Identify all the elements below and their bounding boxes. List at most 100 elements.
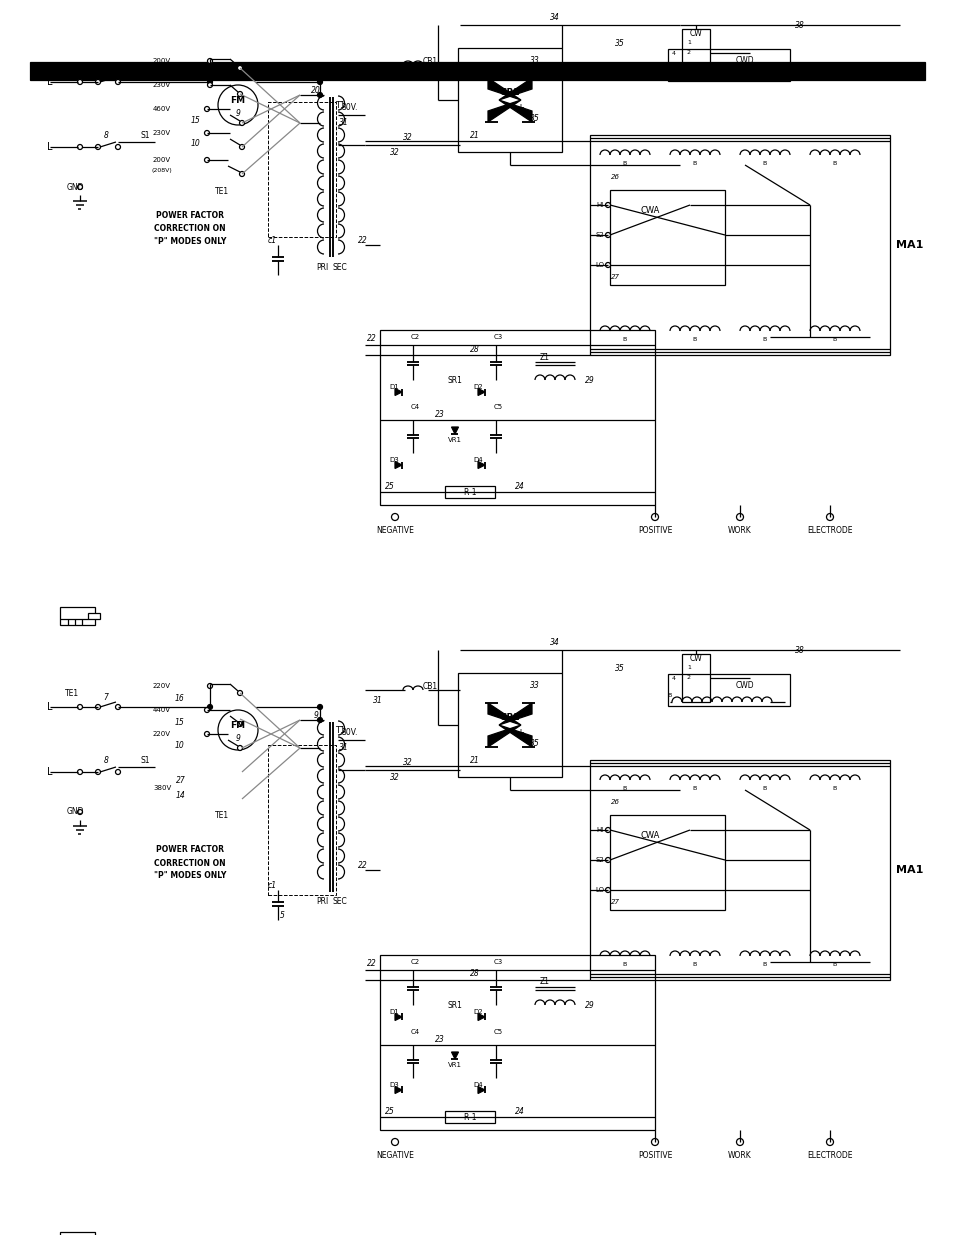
Text: WORK: WORK [727,1151,751,1160]
Polygon shape [395,389,401,395]
Text: 21: 21 [470,756,479,764]
Text: 32: 32 [403,132,413,142]
Text: 8: 8 [104,756,109,764]
Text: R 1: R 1 [463,488,476,496]
Text: CWD: CWD [735,680,754,689]
Text: 1: 1 [686,40,690,44]
Text: C4: C4 [410,1029,419,1035]
Text: 35: 35 [615,38,624,47]
Text: CW: CW [689,653,701,662]
Text: C4: C4 [410,404,419,410]
Text: NEGATIVE: NEGATIVE [375,1151,414,1160]
Text: CWD: CWD [735,56,754,64]
Circle shape [115,79,120,84]
Text: 31: 31 [338,742,349,752]
Text: 26: 26 [610,174,618,180]
Text: SR1: SR1 [447,1000,462,1009]
Text: TE1: TE1 [214,811,229,820]
Text: c1: c1 [267,236,276,245]
Text: S2: S2 [595,232,604,238]
Text: 15: 15 [191,116,201,125]
Circle shape [651,514,658,520]
Text: 29: 29 [584,1000,595,1009]
Text: 7: 7 [104,693,109,701]
Text: B: B [622,336,626,342]
Text: 27: 27 [176,776,186,784]
Bar [444,1112,495,1123]
Text: B: B [832,161,836,165]
Text: GND: GND [66,183,84,191]
Circle shape [237,721,242,726]
Text: 7: 7 [104,68,109,77]
Text: 29: 29 [584,375,595,384]
Text: 34: 34 [550,637,559,646]
Text: C5: C5 [493,404,502,410]
Text: B: B [762,785,766,790]
Text: S1: S1 [140,131,150,140]
Bar [444,487,495,498]
Text: D1: D1 [389,384,398,390]
Text: SR1: SR1 [447,375,462,384]
Circle shape [317,93,322,98]
Text: 10: 10 [175,741,185,750]
Bar [681,28,709,77]
Text: B: B [692,161,697,165]
Circle shape [208,704,213,709]
Bar [609,815,724,910]
Text: B: B [622,962,626,967]
Text: 4: 4 [671,676,676,680]
Circle shape [208,58,213,63]
Text: 32: 32 [390,147,399,157]
Polygon shape [488,725,520,747]
Text: POWER FACTOR: POWER FACTOR [156,846,224,855]
Text: HI: HI [596,203,603,207]
Text: 4: 4 [671,51,676,56]
Bar [268,745,335,895]
Circle shape [204,731,210,736]
Text: 24: 24 [515,482,524,490]
Text: GND: GND [66,808,84,816]
Text: 1: 1 [686,664,690,669]
Text: 30V.: 30V. [341,103,357,111]
Circle shape [605,857,610,862]
Text: 10: 10 [191,138,201,147]
Circle shape [115,144,120,149]
Text: B: B [692,785,697,790]
Circle shape [95,704,100,709]
Text: "P" MODES ONLY: "P" MODES ONLY [153,872,226,881]
Circle shape [77,809,82,815]
Polygon shape [477,1087,484,1093]
Circle shape [736,514,742,520]
Polygon shape [488,100,520,122]
Text: (208V): (208V) [152,168,172,173]
Polygon shape [498,100,532,122]
Text: 33: 33 [530,680,539,689]
Text: TE1: TE1 [214,186,229,195]
Text: PRI: PRI [315,898,328,906]
Text: SR2: SR2 [499,88,519,96]
Text: 22: 22 [367,333,376,342]
Polygon shape [451,1052,458,1058]
Circle shape [239,172,244,177]
Text: 28: 28 [470,969,479,978]
Text: 2: 2 [686,49,690,54]
Bar [667,674,789,706]
Circle shape [651,1139,658,1146]
Circle shape [77,144,82,149]
Text: D3: D3 [389,457,398,463]
Text: 21: 21 [470,131,479,140]
Text: TE1: TE1 [65,688,79,698]
Circle shape [237,746,242,751]
Text: 35: 35 [530,114,539,122]
Text: T1: T1 [335,725,345,735]
Text: 230V: 230V [152,130,171,136]
Text: CB1: CB1 [422,682,437,690]
Text: NEGATIVE: NEGATIVE [375,526,414,535]
Circle shape [736,1139,742,1146]
Text: 22: 22 [367,958,376,967]
Text: B: B [762,962,766,967]
Text: 31: 31 [373,695,382,704]
Text: B: B [667,68,672,73]
Text: S1: S1 [140,756,150,764]
Circle shape [204,158,210,163]
